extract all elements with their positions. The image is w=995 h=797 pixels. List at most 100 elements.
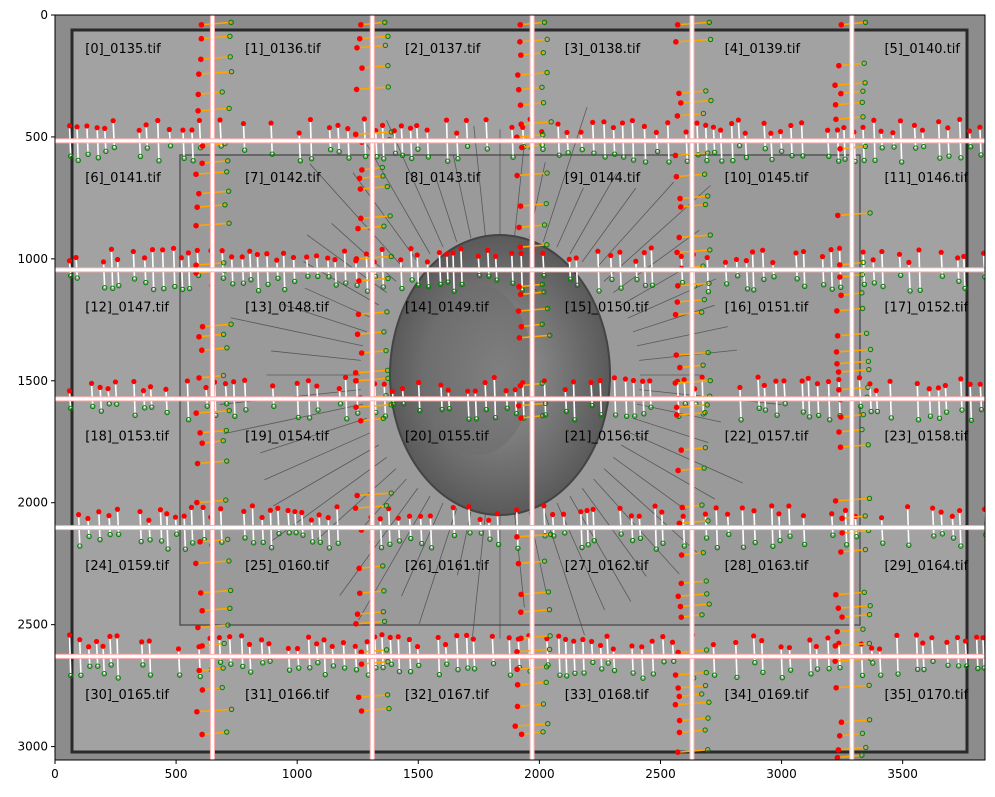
match-start-point	[870, 257, 876, 263]
match-start-point	[974, 634, 980, 640]
tile-label: [14]_0149.tif	[405, 300, 489, 315]
match-start-point	[555, 121, 561, 127]
horizontal-seam-line	[55, 397, 985, 401]
match-line	[682, 516, 686, 547]
match-start-point	[254, 251, 260, 258]
match-start-point	[674, 299, 681, 305]
match-start-point	[977, 381, 983, 387]
match-end-point	[859, 99, 865, 106]
match-line	[455, 133, 459, 159]
match-start-point	[604, 633, 610, 639]
match-end-point	[464, 143, 471, 150]
match-line	[201, 21, 232, 26]
match-start-point	[160, 247, 166, 253]
match-start-point	[485, 247, 491, 253]
match-start-point	[837, 146, 843, 152]
match-start-point	[332, 256, 338, 263]
match-start-point	[203, 384, 209, 391]
match-start-point	[97, 384, 103, 390]
match-start-point	[681, 377, 687, 383]
match-start-point	[157, 507, 164, 513]
match-end-point	[409, 277, 415, 283]
match-end-point	[173, 531, 180, 537]
match-start-point	[358, 649, 365, 656]
match-start-point	[166, 126, 172, 133]
match-start-point	[336, 385, 342, 392]
match-start-point	[356, 35, 363, 42]
match-end-point	[362, 153, 369, 160]
match-line	[631, 645, 634, 674]
match-start-point	[355, 225, 361, 232]
match-start-point	[196, 333, 202, 340]
match-start-point	[222, 381, 229, 387]
match-start-point	[314, 383, 320, 389]
match-start-point	[836, 245, 843, 251]
tile-label: [10]_0145.tif	[725, 171, 809, 186]
match-line	[200, 589, 231, 594]
match-start-point	[290, 254, 297, 261]
match-end-point	[219, 89, 225, 95]
match-start-point	[677, 195, 683, 202]
match-end-point	[385, 275, 391, 282]
match-end-point	[507, 672, 514, 678]
match-start-point	[294, 380, 300, 386]
match-start-point	[139, 639, 145, 645]
vertical-seam-line	[210, 15, 214, 760]
match-start-point	[482, 379, 488, 386]
match-end-point	[708, 97, 714, 104]
ray	[593, 181, 675, 272]
match-end-point	[751, 287, 757, 293]
match-end-point	[383, 347, 389, 354]
match-line	[361, 707, 390, 712]
match-start-point	[199, 687, 206, 693]
match-start-point	[834, 308, 840, 314]
match-line	[643, 126, 647, 163]
match-end-point	[907, 288, 913, 294]
match-start-point	[518, 635, 524, 642]
match-line	[592, 509, 596, 541]
match-end-point	[700, 110, 707, 117]
match-line	[365, 254, 369, 292]
match-end-point	[341, 665, 348, 671]
match-end-point	[392, 150, 399, 157]
match-start-point	[710, 124, 717, 130]
match-end-point	[769, 156, 775, 163]
match-start-point	[514, 666, 520, 673]
ray	[581, 488, 647, 577]
match-end-point	[220, 331, 227, 338]
match-start-point	[363, 251, 369, 257]
y-tick-label: 500	[25, 130, 48, 144]
match-line	[795, 252, 798, 279]
match-end-point	[483, 406, 489, 413]
match-end-point	[723, 281, 730, 287]
match-end-point	[927, 413, 934, 419]
match-start-point	[619, 120, 626, 126]
match-end-point	[842, 156, 848, 162]
match-end-point	[384, 692, 391, 698]
match-end-point	[116, 282, 122, 289]
x-tick-label: 3000	[766, 767, 797, 781]
match-end-point	[801, 541, 808, 548]
match-end-point	[862, 143, 869, 150]
match-end-point	[878, 672, 884, 678]
match-start-point	[246, 641, 253, 647]
match-start-point	[100, 259, 107, 265]
match-end-point	[895, 671, 901, 677]
match-start-point	[340, 640, 347, 646]
match-start-point	[444, 251, 450, 257]
match-end-point	[227, 33, 233, 39]
match-line	[307, 637, 311, 668]
match-start-point	[450, 505, 456, 511]
match-end-point	[859, 752, 865, 758]
ray	[339, 488, 419, 596]
match-start-point	[751, 508, 757, 514]
match-start-point	[788, 122, 794, 129]
match-end-point	[240, 280, 247, 286]
match-end-point	[699, 691, 705, 697]
match-end-point	[250, 540, 257, 546]
match-end-point	[396, 538, 403, 544]
match-start-point	[958, 376, 964, 382]
match-start-point	[358, 661, 365, 667]
match-start-point	[189, 127, 195, 133]
match-end-point	[548, 119, 554, 125]
